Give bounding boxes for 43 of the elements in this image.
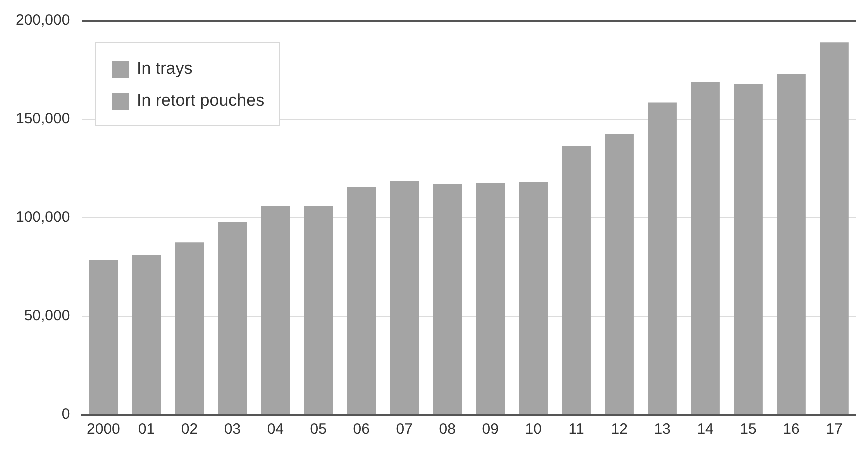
- bar: [390, 182, 420, 414]
- x-tick-label: 04: [267, 421, 284, 438]
- y-tick-label: 150,000: [16, 110, 70, 128]
- bar: [261, 206, 290, 414]
- x-tick-label: 12: [611, 421, 628, 438]
- x-tick-label: 14: [697, 421, 714, 438]
- x-tick-label: 15: [740, 421, 757, 438]
- x-tick-label: 13: [654, 421, 671, 438]
- x-tick-label: 07: [396, 421, 413, 438]
- bar: [648, 102, 677, 414]
- x-tick-label: 09: [482, 421, 499, 438]
- x-tick-label: 11: [568, 421, 584, 438]
- bar: [304, 206, 334, 414]
- bar: [820, 42, 849, 414]
- legend-label: In retort pouches: [137, 91, 265, 111]
- x-tick-label: 2000: [87, 421, 120, 438]
- x-tick-label: 06: [353, 421, 370, 438]
- bar: [433, 184, 462, 414]
- x-tick-label: 01: [138, 421, 156, 438]
- bar: [777, 74, 806, 414]
- bar: [734, 84, 763, 414]
- y-tick-label: 0: [62, 406, 70, 424]
- y-tick-label: 200,000: [16, 12, 70, 30]
- bar: [562, 146, 591, 414]
- bar: [347, 187, 376, 414]
- y-tick-label: 100,000: [16, 209, 70, 226]
- bar: [519, 182, 548, 414]
- x-tick-label: 16: [783, 421, 800, 438]
- bar: [691, 82, 720, 414]
- y-tick-label: 50,000: [24, 308, 70, 325]
- bar: [605, 134, 634, 414]
- bar: [89, 260, 118, 414]
- x-tick-label: 03: [224, 421, 242, 438]
- bar: [175, 242, 204, 414]
- legend-label: In trays: [137, 59, 193, 79]
- x-tick-label: 02: [181, 421, 198, 438]
- x-tick-label: 05: [310, 421, 327, 438]
- bar: [132, 255, 162, 414]
- x-tick-label: 08: [439, 421, 456, 438]
- bar: [218, 222, 248, 414]
- x-tick-label: 10: [525, 421, 542, 438]
- bar: [476, 184, 506, 414]
- x-tick-label: 17: [826, 421, 843, 438]
